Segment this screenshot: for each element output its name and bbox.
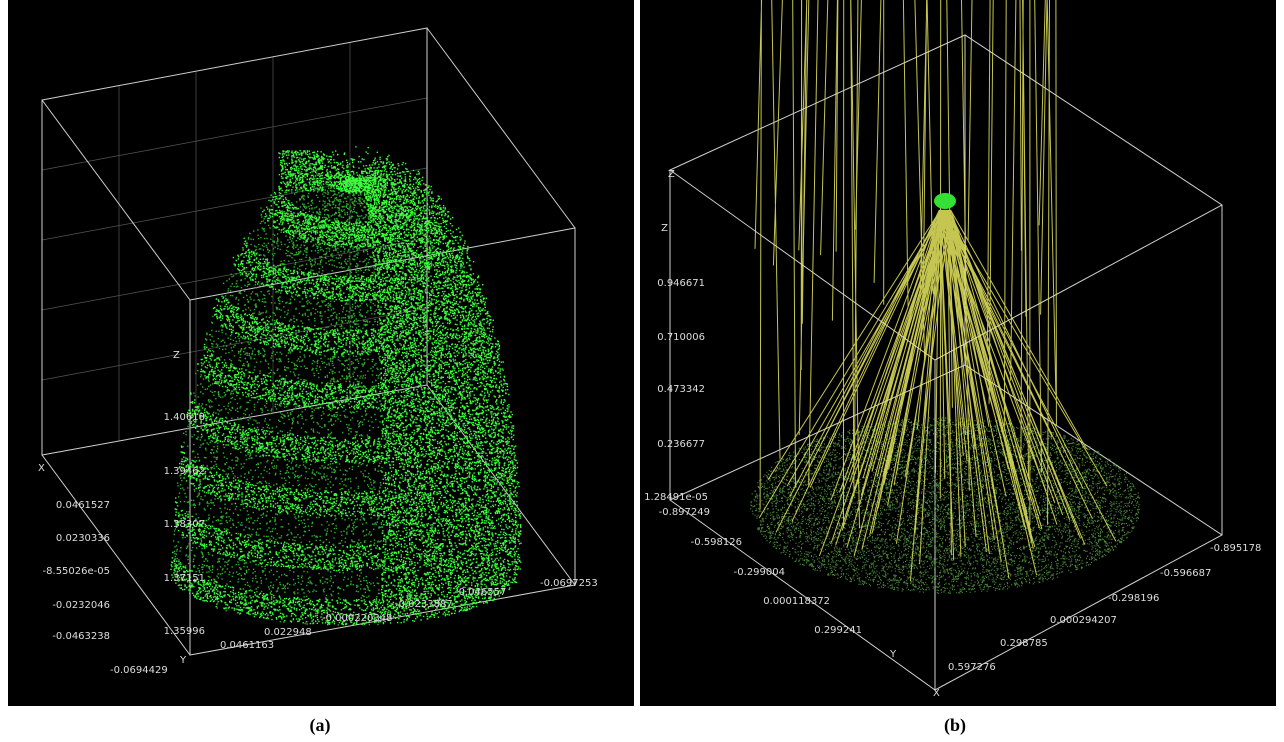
tick-label: 0.473342: [657, 384, 705, 395]
tick-label: Z: [661, 223, 668, 234]
tick-label: -8.55026e-05: [43, 566, 110, 577]
tick-label: -0.299004: [734, 567, 785, 578]
axis-name: Z: [173, 350, 180, 361]
tick-label: 0.000118372: [763, 596, 830, 607]
tick-label: -0.0697253: [540, 578, 598, 589]
tick-label: -0.000220348: [322, 613, 392, 624]
tick-label: -0.897249: [659, 507, 710, 518]
tick-label: -0.0694429: [110, 665, 168, 676]
tick-label: 1.28491e-05: [644, 492, 708, 503]
tick-label: -0.0233887: [395, 599, 453, 610]
axis-name: Z: [668, 169, 675, 180]
figure: Z 1.40618 1.39462 1.38307 1.37151 1.35996 X 0.0…: [0, 0, 1284, 742]
tick-label: 0.710006: [657, 332, 705, 343]
tick-label: -0.895178: [1210, 543, 1261, 554]
tick-label: -0.298196: [1108, 593, 1159, 604]
tick-label: 0.0230336: [56, 533, 110, 544]
tick-label: -0.596687: [1160, 568, 1211, 579]
tick-label: 1.37151: [164, 573, 205, 584]
tick-label: 1.40618: [164, 412, 205, 423]
tick-label: 0.946671: [657, 278, 705, 289]
axis-name: X: [38, 463, 45, 474]
source-blob: [934, 193, 956, 209]
caption: (a): [310, 715, 331, 736]
tick-label: 0.0461163: [220, 640, 274, 651]
axis-name: Y: [179, 655, 187, 666]
axis-name: Y: [889, 649, 897, 660]
caption: (b): [944, 715, 966, 736]
tick-label: 0.000294207: [1050, 615, 1117, 626]
tick-label: 1.38307: [164, 519, 205, 530]
tick-label: 0.022948: [264, 627, 312, 638]
tick-label: 0.298785: [1000, 638, 1048, 649]
tick-label: -0.046557: [455, 587, 506, 598]
tick-label: 0.299241: [814, 625, 862, 636]
tick-label: 0.597276: [948, 662, 996, 673]
tick-label: -0.0463238: [52, 631, 110, 642]
panel-b-background: [640, 0, 1276, 706]
tick-label: 0.236677: [657, 439, 705, 450]
tick-label: -0.0232046: [52, 600, 110, 611]
tick-label: -0.598126: [691, 537, 742, 548]
tick-label: 0.0461527: [56, 500, 110, 511]
tick-label: 1.39462: [164, 466, 205, 477]
tick-label: 1.35996: [164, 626, 205, 637]
axis-name: X: [933, 688, 940, 699]
